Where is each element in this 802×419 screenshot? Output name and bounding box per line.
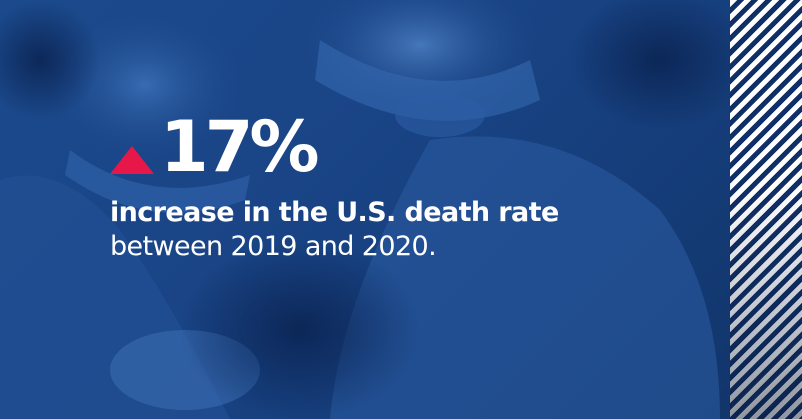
shadow-area (0, 0, 100, 120)
right-face-shield (315, 40, 540, 121)
shadow-area (180, 240, 420, 419)
stat-line: 17% (110, 104, 710, 184)
headline: increase in the U.S. death rate (110, 197, 559, 228)
stat-block: 17% increase in the U.S. death rate betw… (110, 104, 710, 264)
triangle-up-icon (110, 146, 154, 174)
stat-value: 17% (160, 106, 320, 188)
right-figure-mask (395, 93, 485, 137)
diagonal-stripe-panel (730, 0, 802, 419)
stripe-shade (730, 0, 802, 419)
left-face-shield (65, 150, 250, 213)
shadow-area (570, 0, 750, 130)
subline: between 2019 and 2020. (110, 231, 437, 262)
right-figure-gown (330, 136, 720, 419)
